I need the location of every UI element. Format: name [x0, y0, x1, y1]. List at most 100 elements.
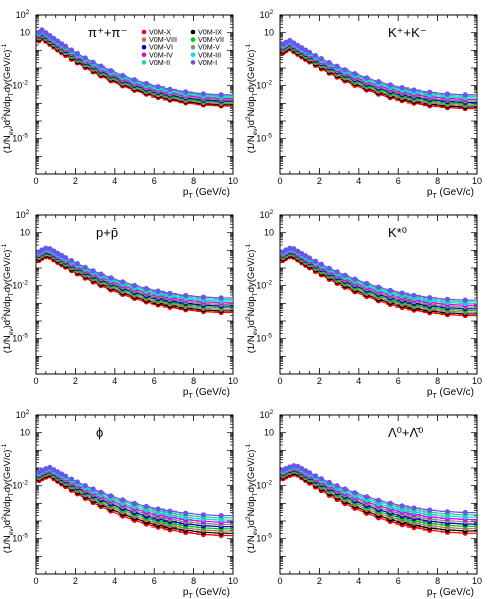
data-point	[318, 261, 324, 267]
x-tick-label: 8	[191, 376, 196, 386]
data-point	[200, 294, 207, 300]
data-point	[74, 50, 80, 57]
data-point	[287, 464, 293, 470]
data-point	[183, 89, 189, 95]
data-point	[74, 260, 80, 267]
panel-6: 0 2 4 6 8 10 102 10 10-2 10-5 pT (GeV/c) (1/Nev)d2N…	[245, 409, 482, 599]
x-tick-label: 0	[277, 176, 282, 186]
x-tick-label: 2	[73, 176, 78, 186]
y-tick-label: 10-5	[256, 333, 272, 344]
data-point	[318, 476, 324, 482]
data-point	[283, 465, 289, 472]
data-point	[352, 490, 358, 496]
x-tick-label: 0	[277, 576, 282, 586]
data-point	[312, 52, 319, 59]
legend-label: V0M-X	[149, 28, 171, 37]
y-tick-label: 10-2	[256, 480, 272, 491]
data-point	[167, 86, 173, 92]
legend-marker	[190, 37, 196, 42]
data-point	[399, 85, 405, 91]
x-tick-label: 10	[472, 376, 482, 386]
y-axis-label: (1/Nev)d2N/dpTdy(GeV/c)-1	[245, 243, 259, 353]
legend-entry: V0M-V	[190, 43, 220, 52]
x-tick-label: 6	[396, 376, 401, 386]
y-tick-label: 10	[20, 228, 30, 238]
data-point	[39, 247, 45, 253]
y-tick-label: 10-5	[12, 133, 28, 144]
data-point	[462, 92, 468, 98]
data-point	[62, 473, 69, 479]
data-point	[200, 91, 207, 97]
data-point	[326, 265, 332, 271]
data-point	[306, 255, 313, 261]
data-point	[183, 292, 189, 299]
legend-marker	[141, 60, 147, 65]
x-tick-label: 2	[317, 176, 322, 186]
data-point	[167, 290, 173, 296]
data-point	[218, 295, 224, 301]
legend-marker	[141, 37, 147, 42]
data-point	[90, 486, 96, 492]
data-point	[131, 500, 138, 506]
data-point	[287, 37, 293, 44]
legend-label: V0M-III	[198, 50, 221, 59]
legend-entry: V0M-III	[190, 50, 221, 59]
legend-marker	[190, 60, 196, 65]
y-axis-label: (1/Nev)d2N/dpTdy(GeV/c)-1	[245, 43, 259, 153]
legend-label: V0M-II	[149, 58, 170, 67]
x-axis-label: pT (GeV/c)	[183, 387, 230, 400]
data-point	[364, 494, 370, 500]
plot-frame	[35, 414, 234, 575]
data-point	[55, 250, 61, 256]
data-point	[55, 38, 61, 44]
legend-label: V0M-VI	[149, 43, 173, 52]
y-axis-label: (1/Nev)d2N/dpTdy(GeV/c)-1	[245, 443, 259, 553]
legend-entry: V0M-X	[141, 28, 171, 37]
data-point	[82, 264, 88, 270]
x-tick-label: 8	[435, 576, 440, 586]
data-point	[303, 253, 309, 259]
data-point	[120, 497, 126, 503]
legend-label: V0M-I	[198, 58, 217, 67]
y-tick-label: 10-5	[12, 533, 28, 544]
y-tick-label: 102	[16, 209, 30, 220]
y-tick-label: 10	[264, 228, 274, 238]
legend-entry: V0M-VI	[141, 43, 173, 52]
x-axis-label: pT (GeV/c)	[427, 387, 474, 400]
data-point	[399, 503, 405, 509]
data-point	[39, 467, 45, 473]
legend-entry: V0M-IV	[141, 50, 173, 59]
x-tick-label: 6	[396, 576, 401, 586]
data-point	[334, 63, 340, 69]
y-tick-label: 10-2	[12, 480, 28, 491]
panel-1: 0 2 4 6 8 10 102 10 10-2 10-5 pT (GeV/c) (1/Nev)d2N…	[1, 9, 238, 200]
data-point	[306, 470, 313, 476]
data-point	[218, 92, 224, 98]
legend-label: V0M-V	[198, 43, 220, 52]
data-point	[462, 297, 468, 303]
data-point	[299, 45, 305, 51]
data-point	[98, 271, 104, 277]
data-point	[155, 84, 161, 90]
x-tick-label: 6	[152, 576, 157, 586]
data-point	[59, 471, 65, 477]
x-tick-label: 0	[277, 376, 282, 386]
data-point	[108, 68, 114, 74]
data-point	[427, 295, 433, 301]
x-tick-label: 8	[435, 176, 440, 186]
data-point	[39, 27, 45, 33]
y-tick-label: 102	[16, 409, 30, 420]
data-point	[444, 509, 451, 515]
legend-entry: V0M-II	[141, 58, 170, 67]
legend-label: V0M-VII	[198, 35, 224, 44]
data-point	[183, 510, 189, 516]
data-point	[143, 285, 149, 292]
data-point	[334, 483, 340, 489]
data-point	[62, 254, 69, 261]
data-point	[411, 505, 417, 511]
data-point	[47, 33, 53, 39]
data-point	[74, 479, 80, 485]
data-point	[47, 246, 53, 252]
particle-label: p+p̄	[96, 225, 118, 240]
